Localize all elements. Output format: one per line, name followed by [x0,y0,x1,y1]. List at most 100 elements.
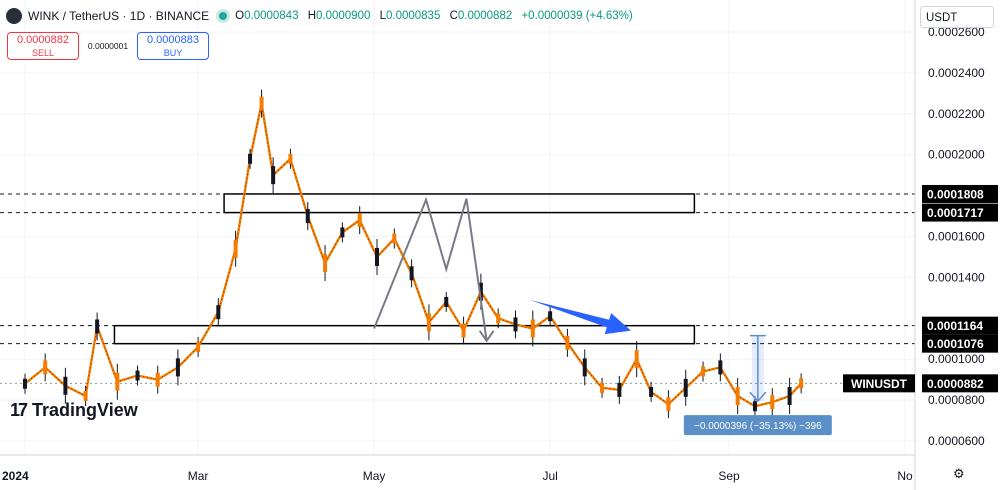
zone-rect-1[interactable] [113,324,696,345]
candle-body-40 [718,360,723,375]
candle-body-8 [175,358,180,377]
price-label-box-0 [922,184,998,203]
candle-body-19 [357,213,362,228]
grid [0,0,915,455]
candle-body-41 [735,387,740,406]
measure-label: −0.0000396 (−35.13%) −396 [694,421,822,432]
candle-body-12 [248,153,253,164]
ohlc-high: H0.0000900 [307,10,371,22]
tv-logo-icon: 17 [10,400,28,420]
candle-body-38 [683,378,688,397]
symbol-title[interactable]: WINK / TetherUS · 1D · BINANCE [28,9,210,23]
candle-body-2 [63,376,68,395]
candle-body-27 [496,313,501,324]
y-tick-label-3: 0.0002000 [928,148,985,162]
y-tick-label-7: 0.0000800 [928,393,985,407]
spread-value: 0.0000001 [87,41,129,51]
candle-body-39 [701,366,706,377]
chart-header: WINK / TetherUS · 1D · BINANCE O0.000084… [6,6,636,26]
blue-arrow[interactable] [529,299,631,335]
last-price-box [922,374,998,393]
price-label-box-1 [922,203,998,222]
zigzag-pattern[interactable] [373,196,488,341]
price-axis-bg [915,0,1001,490]
candle-body-24 [444,296,449,307]
candle-body-10 [216,305,221,320]
candle-body-13 [259,96,264,111]
ohlc-close: C0.0000882 [449,10,513,22]
symbol-tag: WINUSDT [851,377,908,391]
candle-body-15 [288,153,293,164]
y-tick-label-5: 0.0001400 [928,270,985,284]
measure-arrowhead [749,391,767,403]
candle-body-22 [409,266,414,281]
candle-body-31 [565,335,570,350]
candle-body-6 [135,370,140,381]
candle-body-45 [799,378,804,389]
candle-body-37 [666,397,671,412]
price-label-box-2 [922,316,998,335]
x-tick-label-2: May [363,469,386,483]
x-tick-label-1: Mar [188,469,209,483]
candle-body-0 [23,378,27,389]
candle-body-42 [752,401,757,412]
candle-body-20 [375,247,379,266]
ohlc-low: L0.0000835 [379,10,441,22]
candle-body-26 [478,282,483,301]
candle-body-28 [513,317,518,332]
candle-body-11 [233,239,238,258]
zone-rect-0[interactable] [223,193,696,214]
price-label-box-3 [922,334,998,353]
measure-label-box[interactable] [683,415,832,436]
price-label-3: 0.0001076 [927,337,984,351]
symbol-icon [6,8,22,24]
buy-button[interactable]: 0.0000883 BUY [137,32,209,60]
currency-selector[interactable]: USDT [920,6,994,28]
x-tick-label-5: No [897,469,913,483]
candle-body-3 [83,391,88,402]
buy-label: BUY [163,48,183,58]
price-line [24,102,803,408]
candle-body-17 [323,254,328,273]
candle-body-23 [426,313,431,332]
price-label-0: 0.0001808 [927,187,984,201]
time-axis[interactable]: 2024 Mar May Jul Sep No [0,454,915,483]
candle-body-21 [392,233,397,244]
drawings[interactable]: −0.0000396 (−35.13%) −396 [373,196,832,436]
buy-price: 0.0000883 [147,34,199,46]
candle-body-9 [196,341,201,352]
tv-logo-text: TradingView [32,400,138,420]
candle-body-14 [271,166,276,185]
x-tick-label-3: Jul [542,469,557,483]
ohlc-values: O0.0000843 H0.0000900 L0.0000835 C0.0000… [235,10,636,22]
zones[interactable] [113,193,696,345]
candle-body-35 [634,350,639,369]
price-wicks [24,103,802,407]
candle-body-44 [787,387,792,406]
sell-label: SELL [31,48,55,58]
zigzag-arrowhead [478,330,495,343]
candle-body-30 [548,311,553,322]
candle-body-7 [155,372,160,387]
trade-panel: 0.0000882 SELL 0.0000001 0.0000883 BUY [7,32,209,60]
price-level-lines [0,193,915,384]
price-axis[interactable]: 0.0002600 0.0002400 0.0002200 0.0002000 0.00… [843,0,1001,490]
candle-body-5 [115,372,120,391]
candle-body-29 [530,319,535,338]
x-tick-label-4: Sep [718,469,740,483]
candle-body-36 [649,386,654,397]
y-tick-label-4: 0.0001600 [928,230,985,244]
sell-price: 0.0000882 [17,34,69,46]
candle-body-25 [461,323,466,338]
candle-body-1 [43,360,48,375]
ohlc-change: +0.0000039 (+4.63%) [521,10,633,22]
candle-body-33 [600,382,605,393]
y-tick-label-2: 0.0002200 [928,107,985,121]
x-tick-label-0: 2024 [2,469,29,483]
price-series [23,89,804,419]
sell-button[interactable]: 0.0000882 SELL [7,32,79,60]
tradingview-logo[interactable]: 17 TradingView [10,400,138,421]
settings-gear-icon[interactable]: ⚙ [953,466,965,481]
y-tick-label-0: 0.0002600 [928,25,985,39]
